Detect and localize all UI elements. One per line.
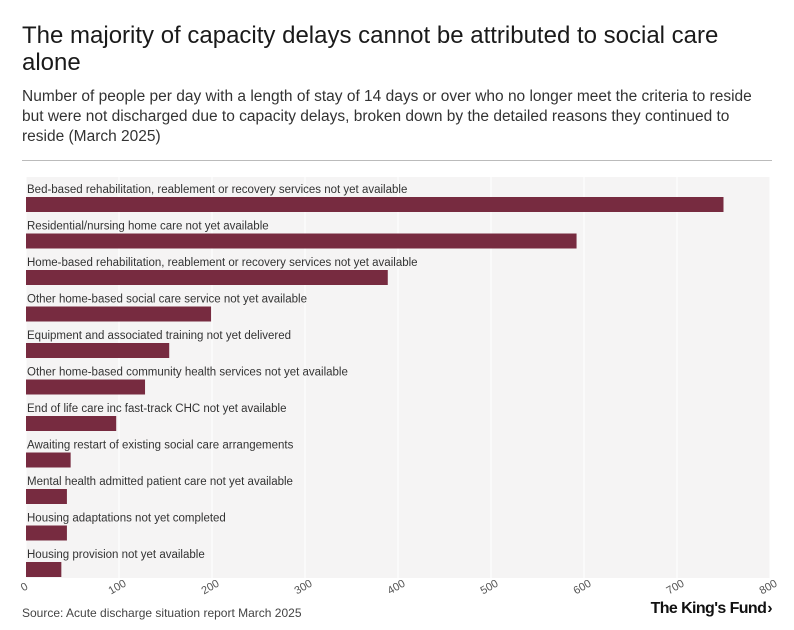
category-label: Mental health admitted patient care not …	[27, 476, 293, 488]
category-label: Housing provision not yet available	[27, 549, 205, 561]
x-tick-label: 200	[200, 578, 222, 598]
category-label: End of life care inc fast-track CHC not …	[27, 403, 287, 415]
bar	[26, 343, 170, 358]
category-label: Bed-based rehabilitation, reablement or …	[27, 184, 407, 196]
bar	[26, 270, 388, 285]
bar	[26, 197, 724, 212]
chart-title: The majority of capacity delays cannot b…	[22, 22, 719, 76]
title-divider	[22, 160, 772, 161]
bar	[26, 233, 577, 249]
x-tick-label: 700	[665, 578, 687, 598]
bar	[26, 306, 212, 322]
category-label: Home-based rehabilitation, reablement or…	[27, 257, 418, 269]
x-tick-label: 300	[293, 578, 315, 598]
x-tick-label: 400	[386, 578, 408, 598]
bar	[26, 452, 71, 468]
x-tick-label: 600	[572, 578, 594, 598]
category-label: Awaiting restart of existing social care…	[27, 440, 294, 452]
bar	[26, 416, 117, 431]
bar	[26, 489, 67, 504]
x-tick-label: 500	[479, 578, 501, 598]
bar	[26, 525, 67, 541]
x-tick-label: 800	[758, 578, 780, 598]
kings-fund-logo: The King's Fund›	[650, 600, 773, 618]
brand-name: The King's Fund	[650, 600, 767, 617]
category-label: Housing adaptations not yet completed	[27, 513, 226, 525]
brand-chevron: ›	[767, 600, 772, 617]
category-label: Equipment and associated training not ye…	[27, 330, 291, 342]
x-tick-label: 100	[107, 578, 129, 598]
category-label: Other home-based social care service not…	[27, 294, 307, 306]
category-label: Other home-based community health servic…	[27, 367, 348, 379]
bar	[26, 379, 146, 395]
x-tick-label: 0	[19, 581, 30, 594]
chart-subtitle: Number of people per day with a length o…	[22, 88, 752, 145]
bar	[26, 562, 62, 577]
category-label: Residential/nursing home care not yet av…	[27, 221, 269, 233]
source-note: Source: Acute discharge situation report…	[22, 606, 302, 620]
